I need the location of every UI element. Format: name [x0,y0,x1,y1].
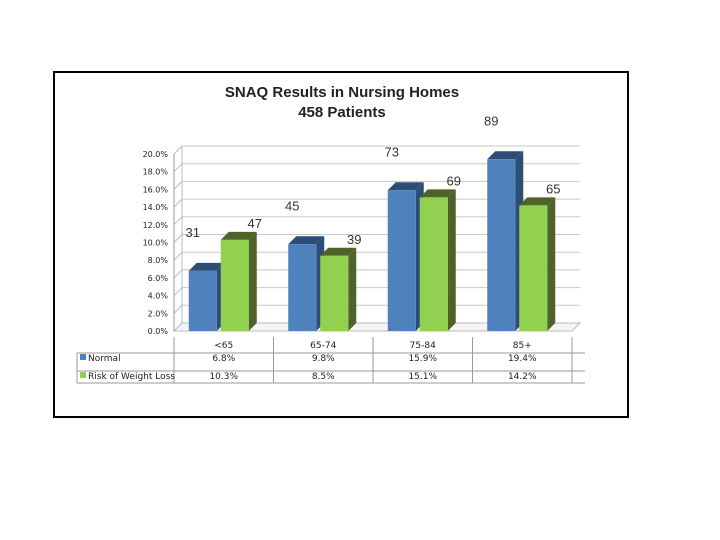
bar-side [248,231,257,331]
legend-swatch [80,354,86,360]
count-label: 39 [347,232,361,247]
bar [387,190,416,331]
y-tick-label: 4.0% [148,292,169,301]
grid-side-line [173,304,183,314]
grid-side-line [173,251,183,261]
bar [288,244,317,331]
data-table-cell: 10.3% [209,372,238,382]
y-tick-label: 12.0% [143,221,169,230]
y-tick-label: 6.0% [148,274,169,283]
y-tick-label: 0.0% [148,327,169,336]
grid-side-line [173,145,183,155]
grid-side-line [173,269,183,279]
grid-side-line [173,234,183,243]
count-label: 89 [484,113,498,128]
y-tick-label: 20.0% [143,150,169,159]
data-table-cell: 6.8% [212,354,235,364]
category-label: 75-84 [410,341,436,351]
bar [519,205,548,331]
bar [320,255,349,331]
count-label: 65 [546,181,560,196]
bar-top [288,236,325,245]
bar-top [188,262,225,271]
data-table-cell: 9.8% [312,354,335,364]
y-tick-label: 2.0% [148,309,169,318]
grid-side-line [173,287,183,296]
data-table-cell: 15.1% [408,372,437,382]
count-label: 45 [285,198,299,213]
bar-top [519,197,556,206]
count-label: 31 [186,225,200,240]
data-table-cell: 8.5% [312,372,335,382]
category-label: <65 [214,341,233,351]
y-tick-label: 16.0% [143,185,169,194]
grid-side-line [173,198,183,208]
bar-side [547,197,556,331]
chart-title-line: 458 Patients [298,104,386,121]
y-tick-label: 14.0% [143,203,169,212]
bar-side [447,189,456,331]
grid-side-line [173,163,183,173]
bar-top [487,151,524,160]
grid-side-line [173,181,183,190]
bar-top [419,189,456,198]
count-label: 47 [248,216,262,231]
bar-top [320,247,357,256]
bar-top [220,231,257,240]
data-table-cell: 14.2% [508,372,537,382]
y-tick-label: 8.0% [148,256,169,265]
bar [419,197,448,331]
count-label: 69 [447,173,461,188]
data-table-cell: 19.4% [508,354,537,364]
legend-label: Normal [88,354,121,364]
category-label: 85+ [513,341,532,351]
grid-side-line [173,216,183,226]
count-label: 73 [385,144,399,159]
bar [487,159,516,331]
data-table-cell: 15.9% [408,354,437,364]
legend-swatch [80,372,86,378]
bar [220,239,249,331]
category-label: 65-74 [310,341,336,351]
bar-side [348,247,357,331]
bar [188,270,217,331]
bar-top [387,182,424,191]
y-tick-label: 10.0% [143,239,169,248]
y-tick-label: 18.0% [143,168,169,177]
chart-title-line: SNAQ Results in Nursing Homes [225,84,459,101]
legend-label: Risk of Weight Loss [88,372,175,382]
